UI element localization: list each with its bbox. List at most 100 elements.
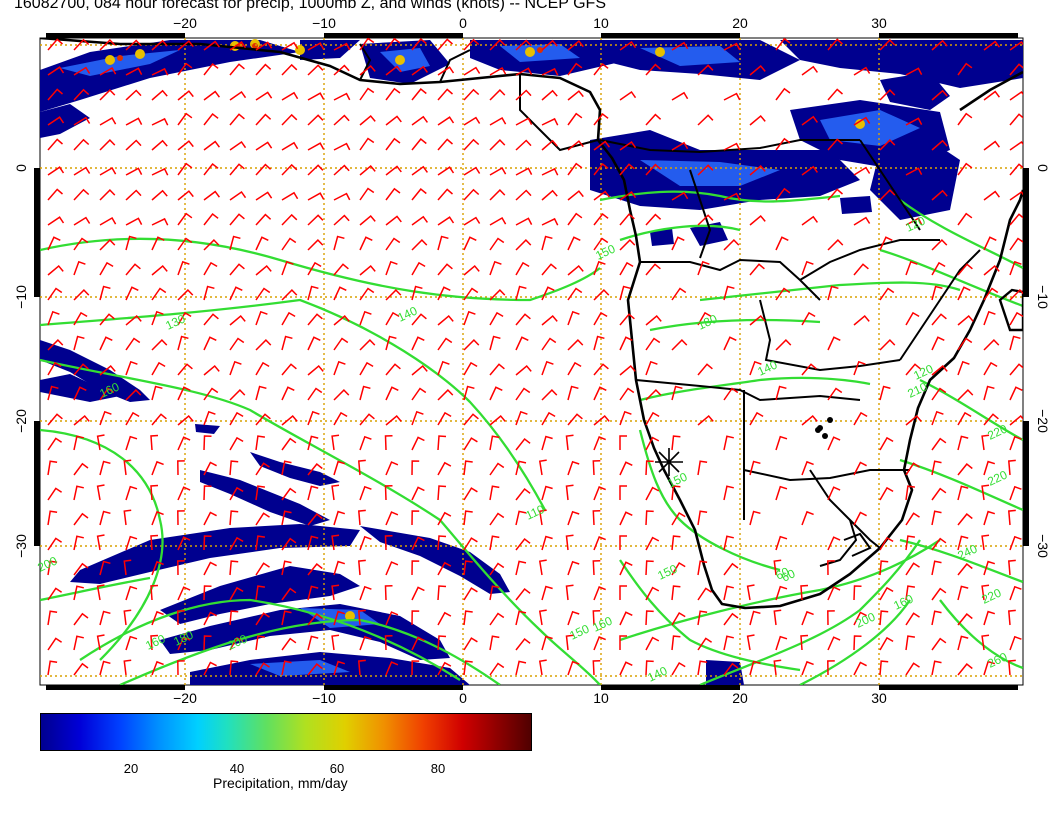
wind-barb — [1009, 311, 1023, 326]
wind-barb — [203, 485, 212, 501]
wind-barb — [801, 660, 814, 676]
wind-barb — [96, 584, 105, 601]
wind-barb — [73, 562, 89, 576]
wind-barb — [463, 138, 480, 151]
wind-barb — [619, 535, 627, 550]
wind-barb — [411, 261, 426, 276]
wind-barb — [593, 311, 608, 326]
wind-barb — [853, 360, 866, 376]
wind-barb — [229, 411, 244, 426]
wind-barb — [905, 167, 923, 176]
wind-barb — [73, 512, 89, 526]
wind-barb — [567, 610, 580, 626]
wind-barb — [515, 610, 527, 626]
wind-barb — [177, 90, 194, 101]
wind-barb — [827, 536, 841, 551]
precip-area — [820, 110, 920, 146]
wind-barb — [385, 311, 400, 326]
wind-barb — [671, 236, 685, 251]
wind-barb — [73, 260, 86, 276]
wind-barb — [515, 89, 532, 101]
precip-area — [200, 470, 330, 526]
wind-barb — [1009, 260, 1022, 276]
wind-barb — [463, 166, 481, 176]
wind-barb — [619, 661, 633, 676]
wind-barb — [463, 460, 473, 476]
precip-area — [250, 452, 340, 486]
wind-barb — [931, 261, 946, 276]
wind-barb — [437, 188, 453, 201]
wind-barb — [99, 89, 116, 101]
wind-barb — [593, 112, 609, 126]
wind-barb — [99, 66, 117, 76]
wind-barb — [73, 462, 89, 476]
wind-barb — [853, 314, 870, 326]
wind-barb — [593, 237, 609, 251]
colorbar-tick: 80 — [430, 761, 446, 776]
wind-barb — [931, 610, 942, 626]
wind-barb — [645, 360, 658, 376]
precip-area — [60, 50, 180, 76]
wind-barb — [203, 661, 217, 676]
wind-barb — [151, 167, 169, 176]
wind-barb — [879, 610, 889, 626]
wind-barb — [73, 363, 89, 376]
wind-barb — [357, 459, 366, 476]
lon-tick-label-top: 30 — [871, 15, 887, 31]
wind-barb — [723, 612, 739, 626]
wind-barb — [463, 560, 473, 576]
wind-barb — [931, 637, 947, 651]
wind-barb — [489, 386, 503, 401]
wind-barb — [437, 314, 454, 326]
wind-barb — [229, 660, 239, 676]
wind-barb — [203, 611, 217, 626]
wind-barb — [307, 285, 319, 301]
wind-barb — [645, 314, 662, 326]
wind-barb — [359, 635, 372, 651]
wind-barb — [229, 586, 244, 601]
wind-barb — [359, 187, 375, 201]
wind-barb — [229, 190, 247, 201]
wind-barb — [489, 435, 500, 451]
wind-barb — [879, 560, 889, 576]
wind-barb — [671, 535, 681, 551]
wind-barb — [73, 289, 90, 301]
country-border — [439, 49, 471, 83]
wind-barb — [463, 66, 481, 76]
wind-barb — [47, 287, 63, 301]
wind-barb — [255, 612, 270, 626]
wind-barb — [411, 660, 420, 676]
wind-barb — [99, 336, 113, 351]
wind-barb — [73, 435, 84, 451]
wind-barb — [957, 485, 969, 501]
wind-barb — [281, 437, 297, 451]
wind-barb — [255, 562, 270, 576]
wind-barb — [983, 264, 1000, 276]
wind-barb — [981, 484, 990, 501]
wind-barb — [229, 263, 245, 276]
wind-barb — [567, 236, 581, 251]
wind-barb — [489, 562, 505, 576]
wind-barb — [957, 263, 973, 276]
wind-barb — [437, 511, 452, 526]
wind-barb — [177, 636, 191, 651]
wind-barb — [150, 634, 159, 651]
wind-barb — [905, 311, 920, 326]
wind-barb — [385, 386, 399, 401]
wind-barb — [592, 509, 601, 526]
wind-barb — [359, 535, 372, 551]
height-contour — [699, 281, 961, 302]
wind-barb — [255, 535, 266, 551]
wind-barb — [307, 485, 319, 501]
wind-barb — [47, 413, 63, 426]
wind-barb — [931, 39, 948, 51]
wind-barb — [203, 190, 220, 201]
wind-barb — [983, 287, 999, 301]
wind-barb — [99, 560, 111, 576]
wind-barb — [150, 584, 159, 601]
wind-barb — [331, 484, 340, 501]
east-coastline — [959, 70, 1023, 112]
wind-barb — [671, 435, 681, 451]
wind-barb — [593, 586, 606, 601]
wind-barb — [931, 189, 948, 201]
